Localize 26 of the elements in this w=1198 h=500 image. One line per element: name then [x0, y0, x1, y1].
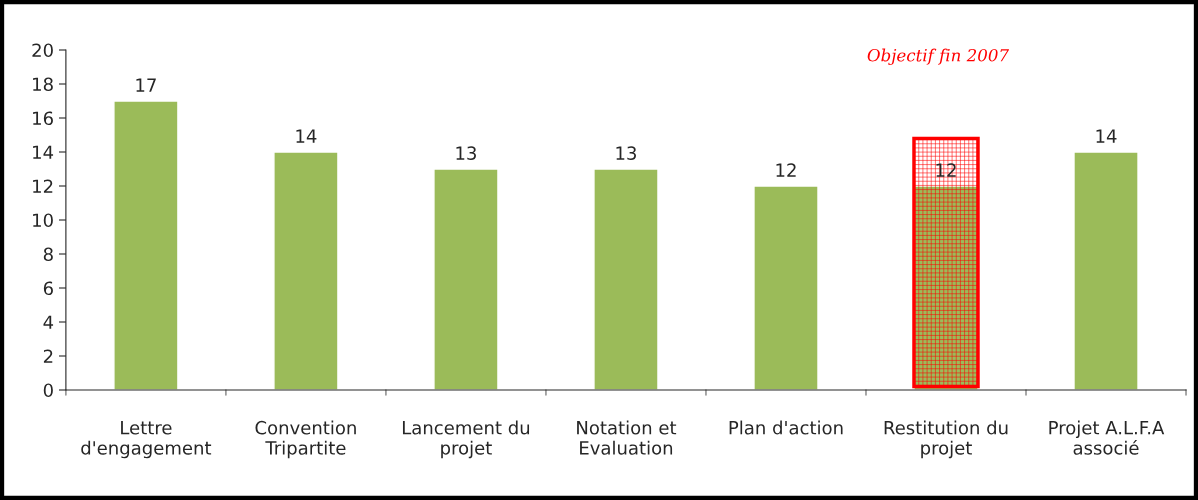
data-label: 17: [136, 78, 156, 92]
y-tick-label: 18: [33, 77, 53, 92]
y-tick-label: 0: [43, 383, 53, 398]
x-tick-label: Projet A.L.F.A associé: [1049, 420, 1165, 455]
x-tick-label: Notation et Evaluation: [577, 420, 677, 455]
x-tick-label: Restitution du projet: [884, 420, 1008, 459]
data-label: 13: [456, 146, 476, 160]
data-label: 13: [616, 146, 636, 160]
x-tick-label: Plan d'action: [729, 420, 843, 435]
annotation: Objectif fin 2007: [867, 48, 1010, 65]
x-tick-label: Convention Tripartite: [255, 420, 356, 459]
y-tick-label: 12: [33, 179, 53, 193]
y-tick-label: 4: [43, 315, 54, 329]
y-tick-label: 6: [43, 281, 53, 296]
data-label: 12: [776, 163, 796, 177]
data-label: 12: [936, 163, 956, 177]
y-tick-label: 10: [33, 213, 53, 228]
y-tick-label: 8: [43, 247, 53, 262]
data-label: 14: [296, 129, 317, 143]
y-tick-label: 14: [33, 145, 54, 159]
y-tick-label: 16: [33, 111, 53, 126]
y-tick-label: 2: [43, 349, 53, 363]
x-tick-label: Lettre d'engagement: [81, 421, 212, 459]
data-label: 14: [1096, 129, 1117, 143]
y-tick-label: 20: [32, 43, 53, 58]
x-tick-label: Lancement du projet: [402, 420, 530, 459]
